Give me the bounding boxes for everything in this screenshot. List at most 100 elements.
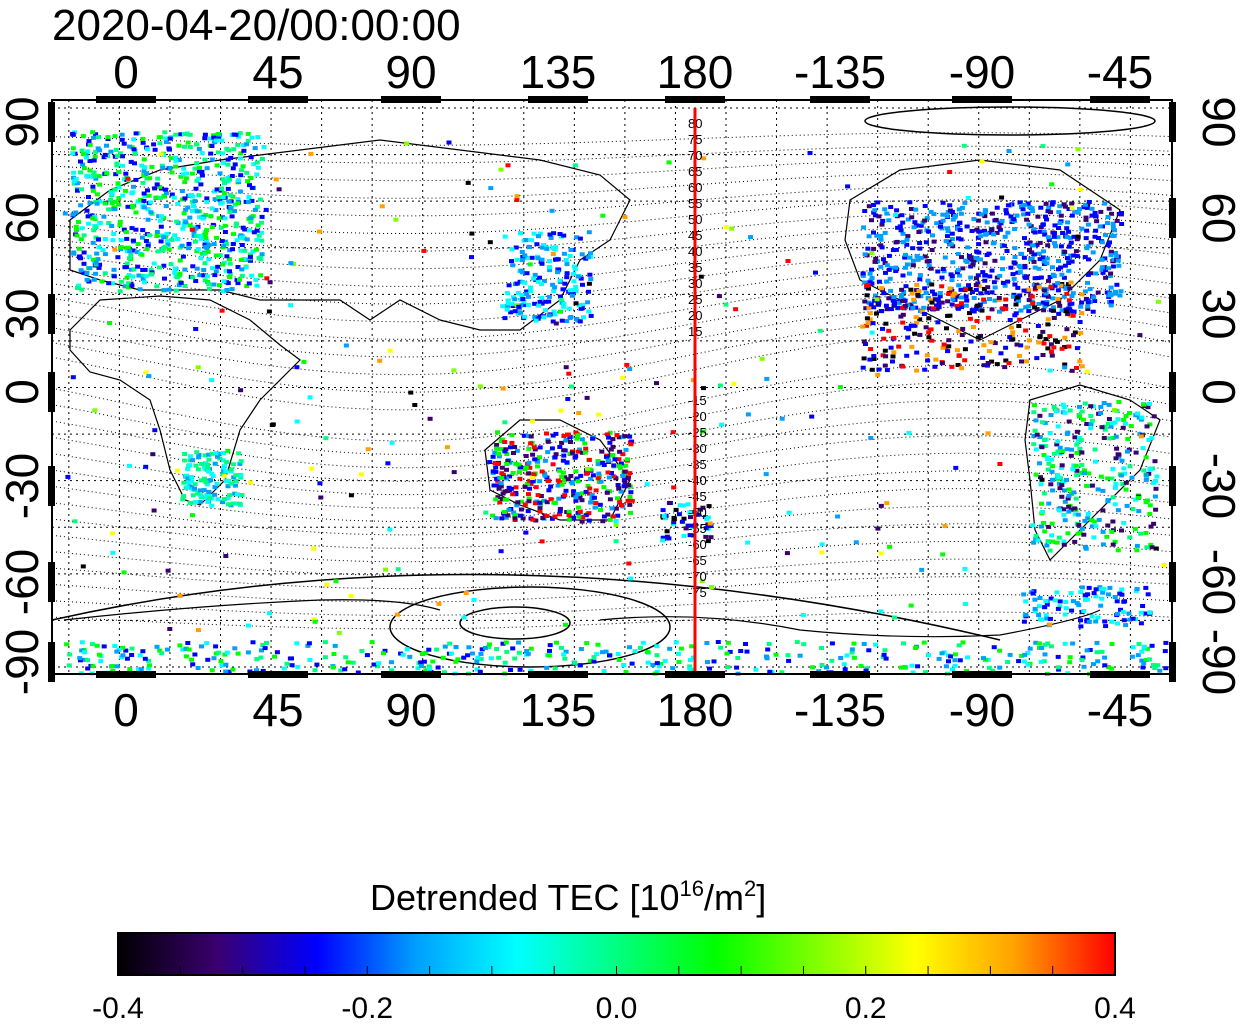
tec-pixel	[182, 180, 188, 185]
tec-pixel	[169, 237, 175, 242]
tec-pixel	[204, 274, 210, 279]
tec-pixel	[549, 516, 555, 521]
tec-pixel	[342, 667, 348, 672]
tec-pixel	[1054, 442, 1060, 447]
tec-pixel	[250, 249, 256, 254]
tec-pixel	[707, 666, 712, 671]
tec-pixel	[508, 668, 513, 672]
tec-pixel	[1056, 300, 1062, 305]
tec-pixel	[537, 509, 543, 514]
tec-pixel	[193, 186, 199, 191]
tec-pixel	[997, 273, 1003, 278]
tec-pixel	[539, 261, 545, 266]
tec-pixel	[144, 246, 150, 251]
tec-pixel	[1161, 563, 1167, 567]
tec-pixel	[435, 665, 441, 670]
tec-pixel	[530, 479, 536, 484]
tec-pixel	[558, 294, 563, 299]
tec-pixel	[193, 226, 199, 231]
tec-pixel	[1074, 442, 1080, 447]
tec-pixel	[1039, 501, 1044, 506]
tec-pixel	[1057, 204, 1063, 209]
tec-pixel	[580, 302, 586, 307]
tec-pixel	[1074, 237, 1080, 242]
tec-pixel	[869, 251, 875, 255]
tec-pixel	[195, 491, 201, 496]
tec-pixel	[607, 653, 612, 658]
tec-pixel	[764, 376, 770, 381]
tec-pixel	[1163, 666, 1169, 671]
tec-pixel	[196, 169, 202, 174]
tec-pixel	[102, 237, 108, 241]
tec-pixel	[878, 609, 884, 614]
tec-pixel	[923, 240, 929, 245]
tec-pixel	[235, 201, 241, 206]
tec-pixel	[159, 163, 165, 168]
tec-pixel	[204, 228, 210, 233]
tec-pixel	[1036, 251, 1042, 256]
tec-pixel	[513, 245, 519, 250]
tec-pixel	[888, 345, 894, 350]
tec-pixel	[1049, 349, 1054, 354]
tec-pixel	[216, 134, 222, 139]
tec-pixel	[837, 385, 843, 390]
tec-pixel	[531, 445, 537, 450]
tec-pixel	[500, 641, 506, 646]
tec-pixel	[627, 502, 633, 507]
tec-pixel	[708, 535, 714, 540]
tec-pixel	[232, 202, 238, 207]
tec-pixel	[183, 171, 189, 176]
tec-pixel	[1105, 499, 1111, 504]
tec-pixel	[587, 486, 593, 491]
tec-pixel	[122, 265, 128, 270]
tec-pixel	[900, 273, 906, 278]
tec-pixel	[557, 278, 563, 283]
tec-pixel	[586, 511, 592, 516]
tec-pixel	[556, 267, 562, 272]
tec-pixel	[181, 494, 187, 499]
tec-pixel	[220, 500, 226, 505]
tec-pixel	[561, 304, 567, 309]
tec-pixel	[618, 461, 624, 466]
magnetic-latitude-line	[51, 523, 1173, 563]
tec-pixel	[66, 663, 72, 668]
tec-pixel	[1078, 624, 1084, 629]
tec-pixel	[563, 622, 568, 627]
tec-pixel	[992, 258, 998, 263]
tec-pixel	[487, 460, 493, 464]
tec-pixel	[989, 290, 995, 295]
tec-pixel	[695, 512, 701, 517]
tec-pixel	[577, 495, 583, 500]
tec-pixel	[566, 517, 572, 522]
tec-pixel	[871, 246, 877, 251]
tec-pixel	[992, 298, 998, 303]
tec-pixel	[214, 187, 220, 192]
frame-tick-bottom	[96, 671, 156, 678]
tec-pixel	[1036, 604, 1042, 609]
tec-pixel	[198, 182, 204, 187]
tec-pixel	[794, 640, 800, 645]
tec-pixel	[555, 257, 561, 262]
tec-pixel	[1005, 230, 1011, 235]
tec-pixel	[1053, 244, 1058, 249]
tec-pixel	[971, 296, 977, 300]
tec-pixel	[1141, 644, 1147, 649]
tec-pixel	[621, 478, 627, 483]
tec-pixel	[1065, 312, 1071, 317]
tec-pixel	[900, 320, 906, 325]
tec-pixel	[579, 306, 585, 311]
tec-pixel	[493, 516, 499, 521]
tec-pixel	[627, 494, 633, 499]
tec-pixel	[880, 218, 886, 223]
tec-pixel	[203, 236, 209, 240]
tec-pixel	[106, 207, 112, 212]
tec-pixel	[228, 206, 234, 211]
tec-pixel	[204, 166, 210, 171]
magnetic-latitude-line	[51, 488, 1173, 536]
tec-pixel	[218, 225, 224, 230]
tec-pixel	[1123, 480, 1129, 485]
tec-pixel	[1105, 421, 1111, 426]
tec-pixel	[1084, 228, 1090, 233]
tec-pixel	[941, 269, 947, 274]
tec-pixel	[389, 668, 395, 673]
